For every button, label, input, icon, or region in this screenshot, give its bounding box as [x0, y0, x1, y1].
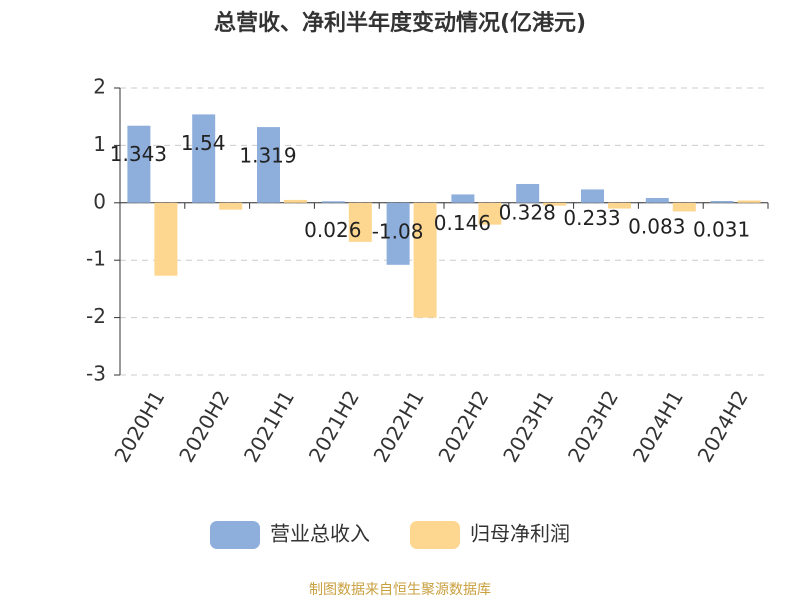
x-tick-label: 2022H2	[433, 386, 493, 466]
legend-swatch	[410, 521, 460, 549]
x-tick-label: 2024H2	[693, 386, 753, 466]
data-label: 0.026	[304, 218, 361, 242]
data-label: 1.319	[239, 144, 296, 168]
x-tick-label: 2024H1	[628, 386, 688, 466]
bar	[516, 183, 540, 203]
legend-swatch	[210, 521, 260, 549]
y-tick-label: -2	[86, 304, 106, 328]
x-tick-label: 2022H1	[369, 386, 429, 466]
data-label: 0.083	[628, 215, 685, 239]
data-label: 1.343	[110, 142, 167, 166]
bar	[386, 202, 410, 265]
legend-label: 营业总收入	[270, 522, 370, 546]
x-tick-label: 2021H1	[239, 386, 299, 466]
y-tick-label: 0	[93, 189, 106, 213]
chart-title: 总营收、净利半年度变动情况(亿港元)	[214, 10, 586, 36]
bar	[451, 194, 475, 203]
bar	[543, 202, 567, 206]
bar	[737, 200, 761, 203]
data-label: 1.54	[181, 131, 226, 155]
bar	[154, 202, 178, 276]
x-tick-label: 2021H2	[304, 386, 364, 466]
data-label: -1.08	[372, 219, 424, 243]
y-tick-label: -1	[86, 247, 106, 271]
data-label: 0.031	[693, 218, 750, 242]
bar	[608, 202, 631, 209]
bar	[645, 198, 669, 203]
source-note: 制图数据来自恒生聚源数据库	[309, 582, 491, 598]
bar	[321, 201, 345, 203]
data-label: 0.233	[563, 206, 620, 230]
bar	[127, 125, 151, 203]
bar	[219, 202, 243, 210]
bar	[192, 114, 216, 203]
x-tick-label: 2023H2	[563, 386, 623, 466]
bar	[284, 199, 307, 203]
bar	[348, 202, 372, 242]
bar	[413, 202, 437, 318]
x-tick-label: 2023H1	[498, 386, 558, 466]
x-tick-label: 2020H2	[174, 386, 234, 466]
data-label: 0.146	[434, 211, 491, 235]
y-tick-label: 2	[93, 75, 106, 99]
bar	[581, 189, 604, 203]
data-label: 0.328	[499, 200, 556, 224]
legend-label: 归母净利润	[470, 522, 570, 546]
bar	[672, 202, 696, 212]
y-tick-label: -3	[86, 362, 106, 386]
bar	[257, 127, 280, 203]
bar	[478, 202, 502, 225]
x-tick-label: 2020H1	[109, 386, 169, 466]
y-tick-label: 1	[93, 132, 106, 156]
bar	[710, 201, 734, 203]
